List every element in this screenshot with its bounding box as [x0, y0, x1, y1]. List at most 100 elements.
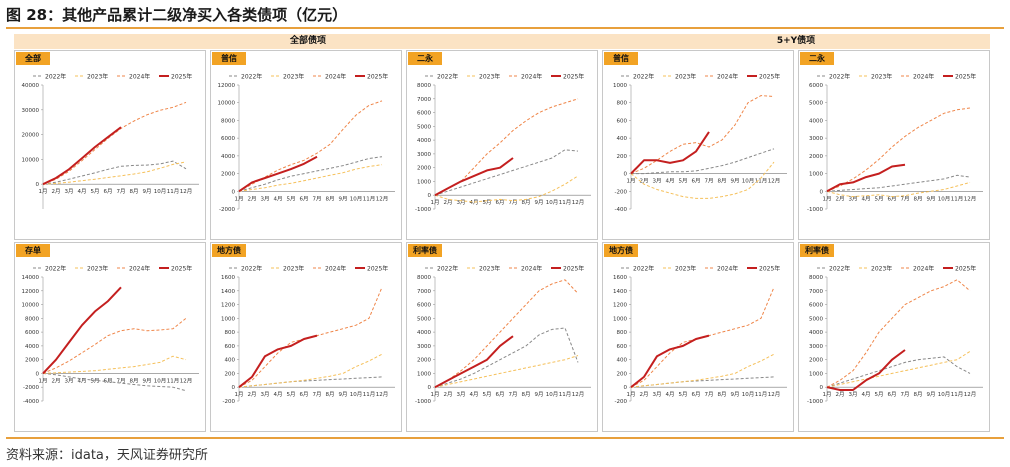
- series-line-2023年: [42, 355, 187, 374]
- x-tick-label: 11月: [951, 391, 964, 398]
- y-tick-label: 1000: [221, 316, 235, 322]
- legend-label: 2025年: [955, 73, 976, 81]
- y-tick-label: 400: [617, 136, 628, 142]
- legend-label: 2025年: [367, 265, 388, 273]
- series-line-2024年: [42, 101, 187, 185]
- y-tick-label: 7000: [417, 289, 431, 295]
- x-tick-label: 8月: [914, 195, 923, 202]
- legend-label: 2023年: [283, 265, 304, 273]
- x-tick-label: 5月: [875, 195, 884, 202]
- y-tick-label: 4000: [809, 330, 823, 336]
- x-tick-label: 8月: [718, 178, 727, 185]
- x-tick-label: 4月: [862, 195, 871, 202]
- y-tick-label: 0: [428, 385, 432, 391]
- x-tick-label: 5月: [483, 391, 492, 398]
- legend-label: 2022年: [241, 265, 262, 273]
- y-tick-label: 4000: [221, 154, 235, 160]
- y-tick-label: 600: [617, 344, 628, 350]
- line-chart: 2022年 2023年 2024年 2025年 -4000 -2000 0 2000 4000 6…: [22, 265, 199, 405]
- chart-title-tag: 普信: [604, 52, 638, 65]
- y-tick-label: 8000: [221, 118, 235, 124]
- series-line-2024年: [434, 279, 579, 388]
- x-tick-label: 12月: [572, 199, 585, 206]
- y-tick-label: 400: [225, 358, 236, 364]
- y-tick-label: 0: [624, 172, 628, 178]
- y-tick-label: 0: [428, 193, 432, 199]
- x-tick-label: 7月: [117, 188, 126, 195]
- x-tick-label: 2月: [836, 195, 845, 202]
- x-tick-label: 4月: [78, 377, 87, 384]
- y-tick-label: 4000: [417, 330, 431, 336]
- line-chart: 2022年 2023年 2024年 2025年 -1000 0 1000 2000 3000 40…: [807, 265, 983, 405]
- series-line-2023年: [630, 161, 775, 199]
- x-tick-label: 2月: [444, 199, 453, 206]
- section-header-all: 全部债项: [14, 34, 602, 49]
- legend-label: 2024年: [521, 265, 542, 273]
- y-tick-label: 12000: [22, 289, 40, 295]
- x-tick-label: 1月: [431, 199, 440, 206]
- footer-divider: [6, 437, 1004, 439]
- y-tick-label: -1000: [415, 399, 431, 405]
- series-line-2023年: [238, 164, 383, 192]
- x-tick-label: 10月: [350, 195, 363, 202]
- title-divider: [6, 27, 1004, 29]
- legend-label: 2025年: [759, 73, 780, 81]
- y-tick-label: 1000: [809, 172, 823, 178]
- y-tick-label: 2000: [417, 358, 431, 364]
- series-line-2025年: [42, 126, 122, 186]
- legend-label: 2025年: [563, 265, 584, 273]
- x-tick-label: 4月: [274, 391, 283, 398]
- x-tick-label: 10月: [546, 391, 559, 398]
- series-line-2023年: [434, 175, 579, 203]
- legend-label: 2025年: [171, 265, 192, 273]
- x-tick-label: 11月: [559, 391, 572, 398]
- x-tick-label: 5月: [679, 391, 688, 398]
- x-tick-label: 10月: [154, 188, 167, 195]
- y-tick-label: 8000: [417, 275, 431, 281]
- legend-label: 2022年: [633, 73, 654, 81]
- legend-label: 2022年: [437, 265, 458, 273]
- series-line-2025年: [434, 157, 514, 197]
- x-tick-label: 3月: [653, 178, 662, 185]
- x-tick-label: 5月: [287, 195, 296, 202]
- legend-label: 2025年: [759, 265, 780, 273]
- series-line-2024年: [630, 287, 775, 388]
- x-tick-label: 7月: [117, 377, 126, 384]
- x-tick-label: 11月: [755, 391, 768, 398]
- chart-title-tag: 地方债: [604, 244, 638, 257]
- legend-label: 2024年: [913, 73, 934, 81]
- x-tick-label: 7月: [901, 391, 910, 398]
- x-tick-label: 1月: [39, 377, 48, 384]
- y-tick-label: 0: [820, 385, 824, 391]
- series-line-2025年: [238, 155, 318, 193]
- x-tick-label: 11月: [167, 377, 180, 384]
- y-tick-label: -1000: [807, 399, 823, 405]
- x-tick-label: 2月: [640, 178, 649, 185]
- x-tick-label: 5月: [91, 377, 100, 384]
- y-tick-label: 600: [617, 118, 628, 124]
- y-tick-label: 2000: [221, 172, 235, 178]
- y-tick-label: 800: [617, 330, 628, 336]
- series-line-2024年: [630, 95, 775, 175]
- x-tick-label: 9月: [535, 391, 544, 398]
- x-tick-label: 8月: [522, 199, 531, 206]
- section-header-5y: 5+Y债项: [602, 34, 990, 49]
- legend-label: 2023年: [479, 265, 500, 273]
- x-tick-label: 5月: [875, 391, 884, 398]
- y-tick-label: 0: [36, 182, 40, 188]
- y-tick-label: 12000: [218, 83, 236, 89]
- y-tick-label: 6000: [417, 111, 431, 117]
- series-line-2022年: [826, 174, 971, 192]
- chart-title-tag: 利率债: [408, 244, 442, 257]
- legend-label: 2022年: [241, 73, 262, 81]
- x-tick-label: 9月: [731, 391, 740, 398]
- legend-label: 2024年: [325, 73, 346, 81]
- x-tick-label: 4月: [666, 178, 675, 185]
- x-tick-label: 12月: [964, 391, 977, 398]
- series-line-2023年: [630, 353, 775, 388]
- legend-label: 2023年: [675, 265, 696, 273]
- x-tick-label: 1月: [431, 391, 440, 398]
- y-tick-label: 30000: [22, 108, 40, 114]
- chart-panel: 二永 2022年 2023年 2024年 2025年 -1000 0 1000 2000 3000…: [798, 50, 990, 240]
- x-tick-label: 7月: [313, 195, 322, 202]
